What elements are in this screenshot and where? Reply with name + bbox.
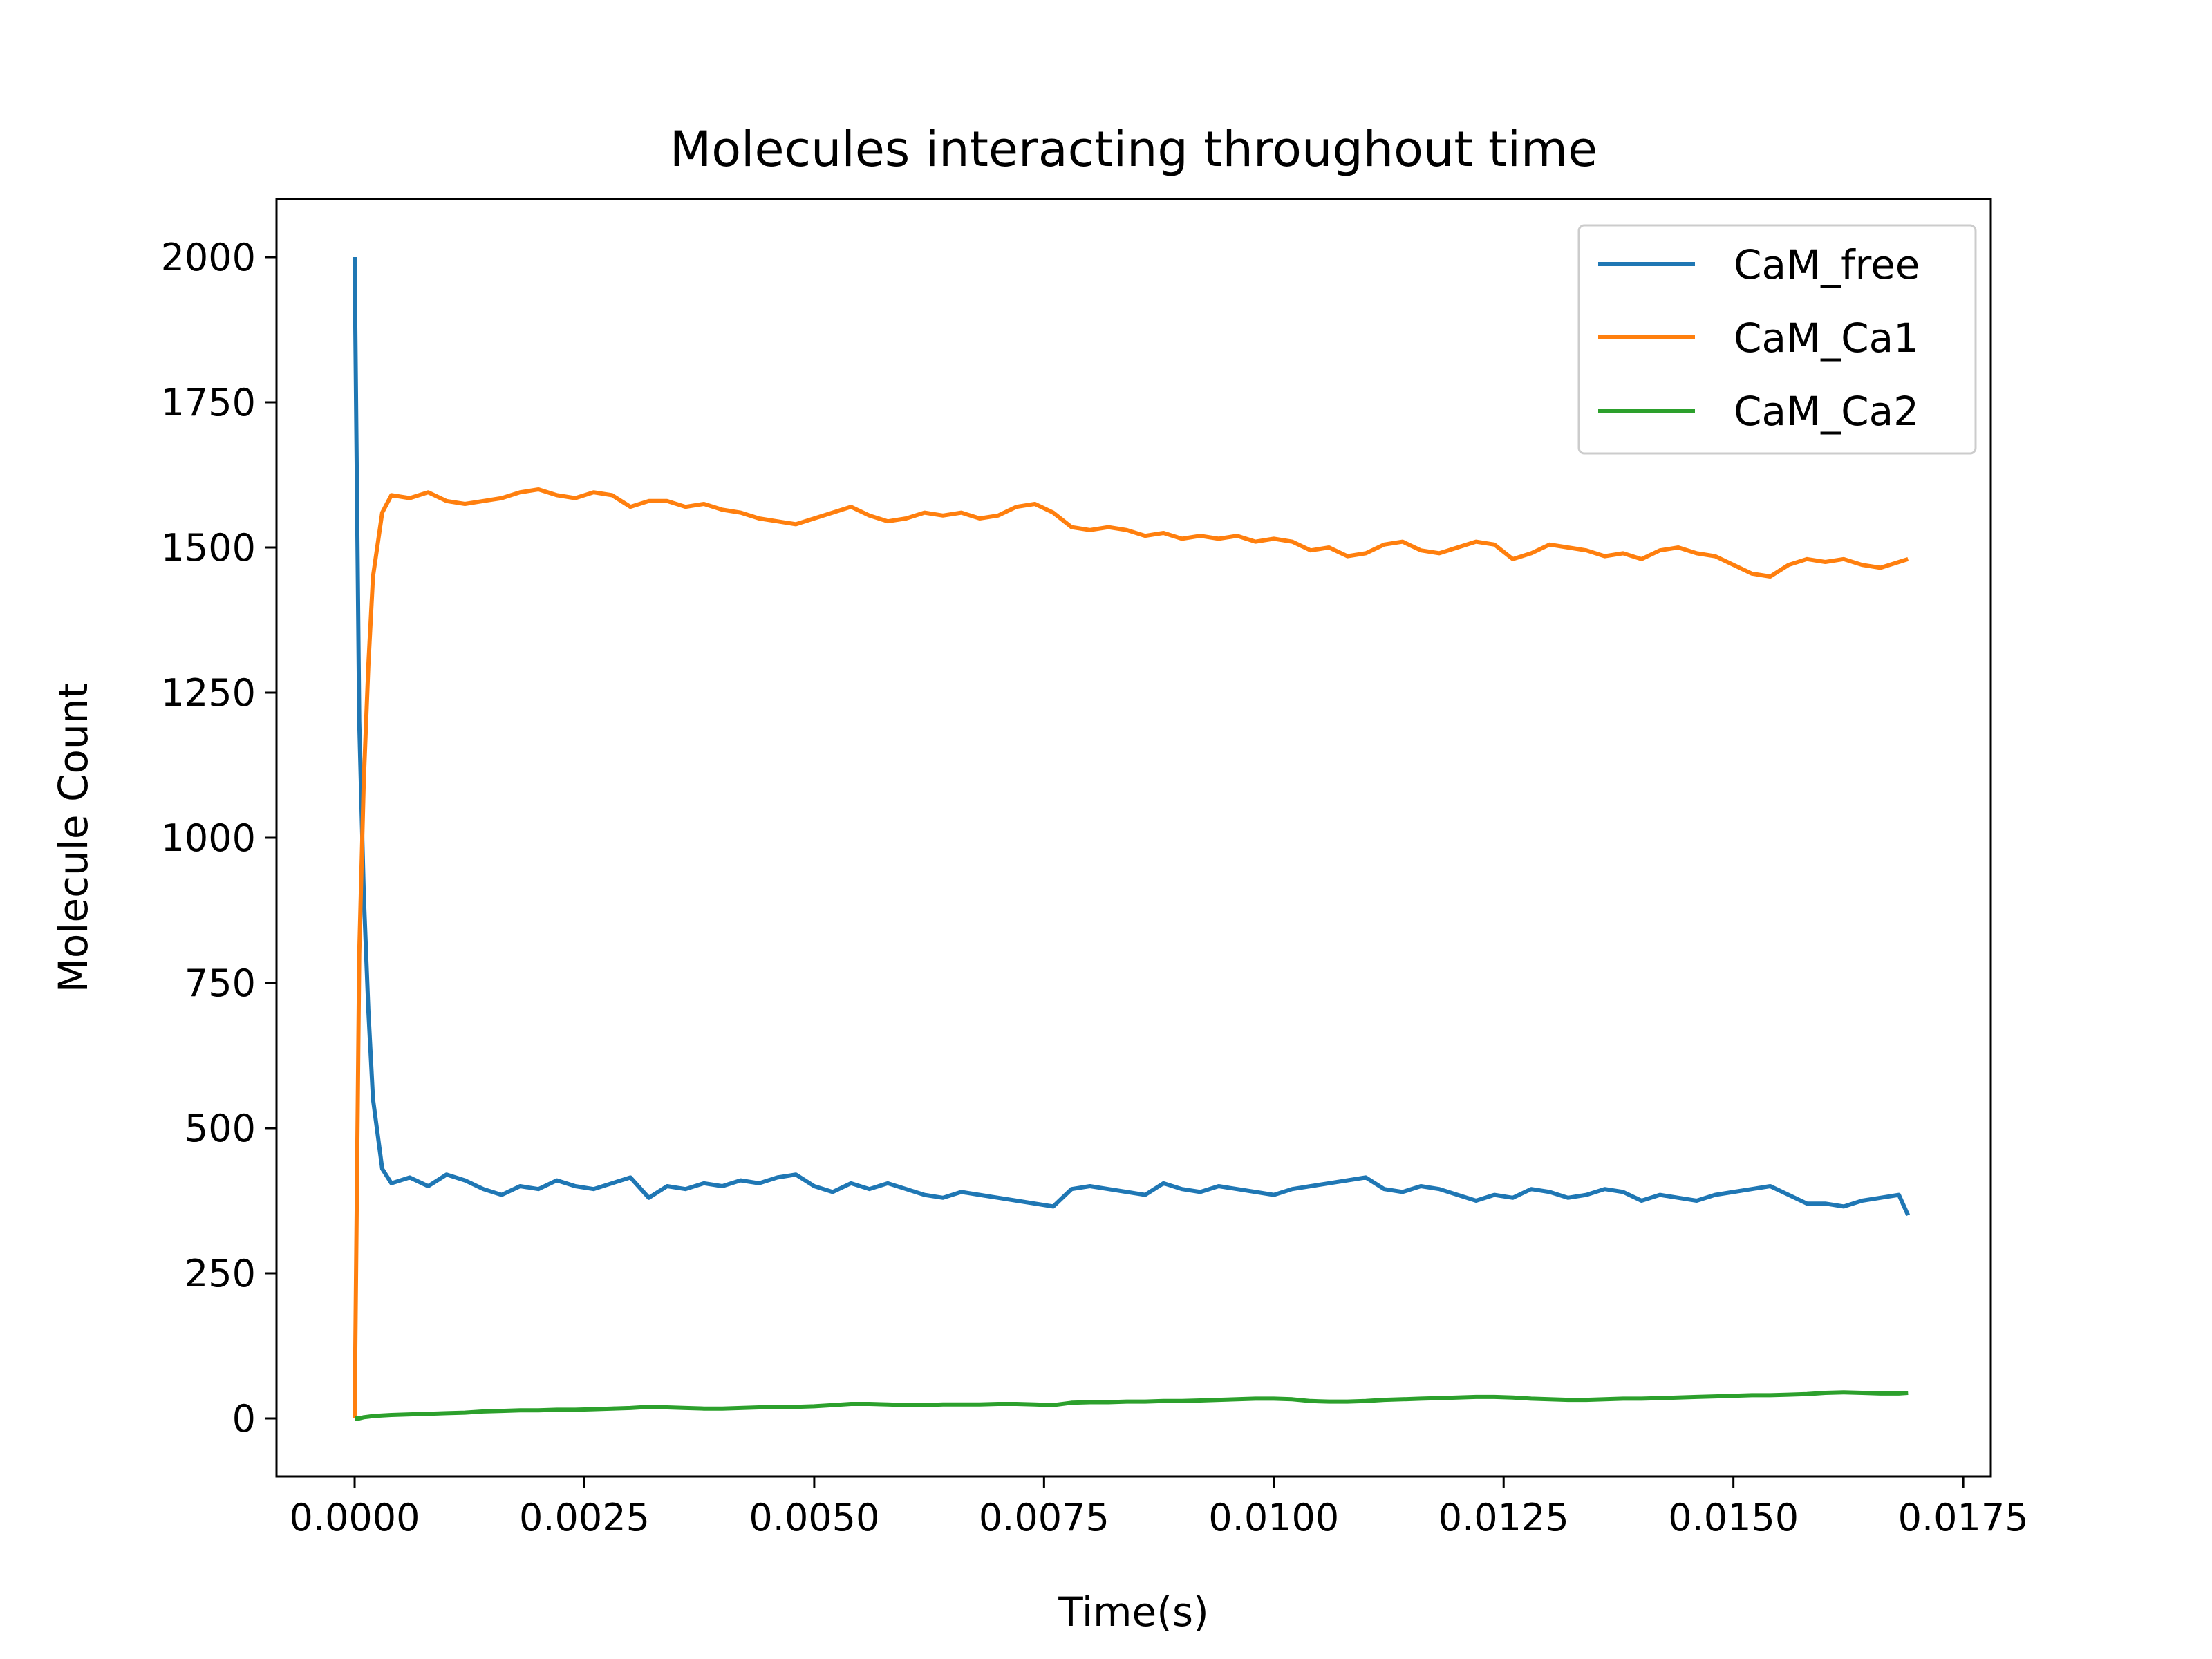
x-tick-label: 0.0150: [1668, 1496, 1799, 1539]
y-tick-label: 1500: [161, 526, 256, 570]
x-tick-label: 0.0075: [979, 1496, 1109, 1539]
legend-label: CaM_Ca2: [1734, 388, 1919, 435]
y-tick-label: 1750: [161, 381, 256, 424]
x-tick-label: 0.0125: [1438, 1496, 1569, 1539]
plot-series: [353, 256, 1911, 1421]
legend-box: [1577, 224, 1977, 455]
series-line-cam-free: [353, 256, 1911, 1217]
x-tick-label: 0.0025: [519, 1496, 650, 1539]
series-line-cam-ca2: [355, 1390, 1909, 1421]
x-tick-label: 0.0175: [1898, 1496, 2029, 1539]
x-tick-label: 0.0050: [749, 1496, 879, 1539]
axis-ticks: 0.0000 0.0025 0.0050 0.0075 0.0100 0.0125 0.01…: [161, 236, 2029, 1539]
y-tick-label: 1250: [161, 671, 256, 715]
chart-title: Molecules interacting throughout time: [670, 121, 1597, 178]
y-tick-label: 1000: [161, 816, 256, 860]
y-tick-label: 250: [185, 1252, 256, 1295]
legend-label: CaM_Ca1: [1734, 315, 1919, 362]
y-tick-label: 750: [185, 962, 256, 1005]
x-tick-label: 0.0100: [1208, 1496, 1339, 1539]
y-tick-label: 2000: [161, 236, 256, 279]
series-line-cam-ca1: [353, 487, 1909, 1419]
y-tick-label: 0: [232, 1397, 256, 1441]
legend: CaM_free CaM_Ca1 CaM_Ca2: [1577, 224, 1977, 455]
x-tick-label: 0.0000: [290, 1496, 420, 1539]
y-tick-label: 500: [185, 1107, 256, 1150]
y-axis-label: Molecule Count: [50, 683, 97, 993]
legend-label: CaM_free: [1734, 241, 1920, 288]
x-axis-label: Time(s): [1058, 1588, 1208, 1635]
